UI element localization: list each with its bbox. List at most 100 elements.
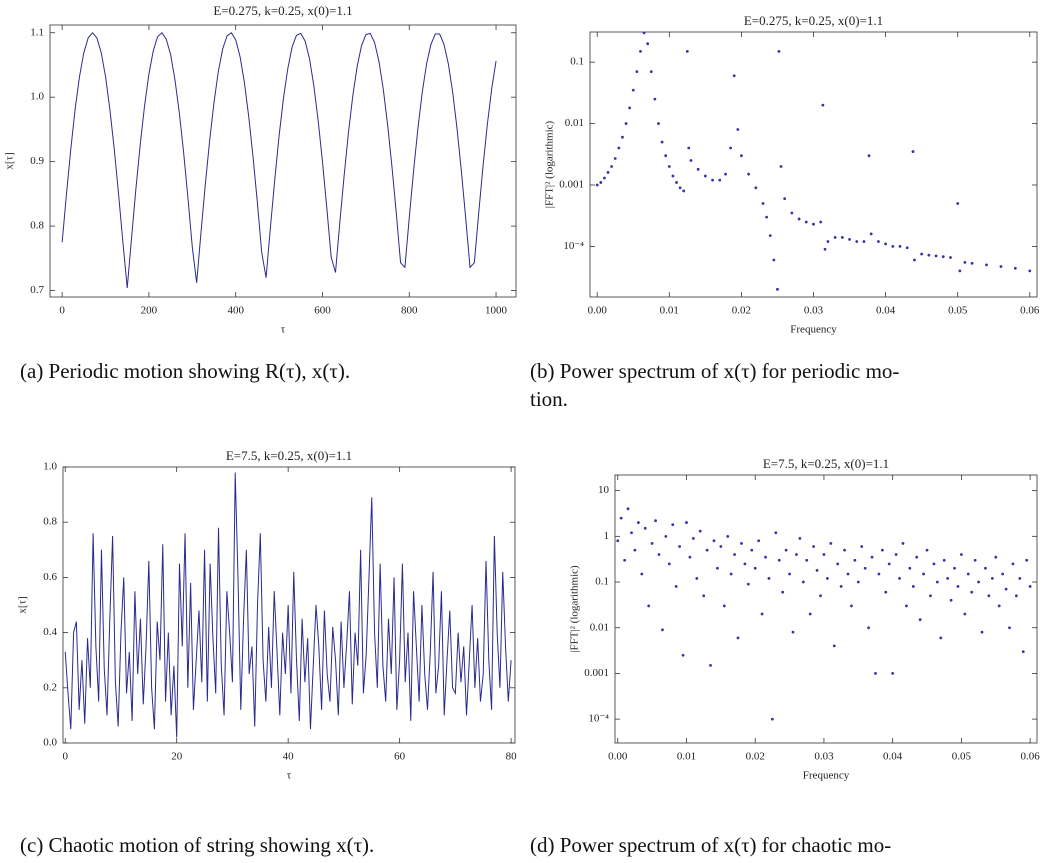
data-point — [746, 582, 750, 586]
chart-panel: E=7.5, k=0.25, x(0)=1.1 0 20 40 60 80 0.0 0.2 0.… — [17, 448, 518, 782]
data-point — [994, 555, 998, 559]
data-point — [1028, 585, 1032, 588]
data-point — [636, 521, 640, 524]
y-tick-label: 0.7 — [30, 284, 44, 296]
data-point — [719, 545, 723, 548]
data-point — [616, 539, 620, 543]
data-point — [779, 165, 783, 168]
x-tick-label: 0.05 — [948, 305, 968, 317]
data-point — [781, 590, 785, 594]
x-axis-label: Frequency — [803, 770, 850, 782]
data-point — [966, 572, 970, 576]
data-point — [696, 167, 700, 171]
y-tick-label: 1.1 — [30, 26, 44, 38]
data-point — [920, 252, 924, 256]
data-point — [840, 236, 844, 239]
data-point — [667, 562, 671, 566]
y-tick-label: 0.8 — [43, 516, 57, 528]
data-point — [977, 580, 980, 584]
data-point — [1025, 558, 1029, 562]
data-point — [970, 590, 974, 594]
data-point — [963, 260, 967, 264]
data-point — [791, 630, 795, 634]
x-tick-label: 0.03 — [804, 305, 824, 317]
data-point — [754, 186, 758, 190]
data-point — [675, 181, 678, 184]
data-point — [698, 529, 702, 533]
x-tick-label: 0.00 — [588, 305, 608, 317]
data-point — [949, 256, 952, 259]
data-point — [860, 545, 864, 548]
data-point — [678, 545, 682, 548]
data-point — [685, 521, 688, 524]
data-point — [674, 585, 678, 588]
data-point — [911, 585, 915, 588]
plot-frame — [62, 466, 516, 744]
data-point — [929, 594, 932, 598]
x-tick-label: 40 — [283, 751, 295, 763]
x-tick-label: 1000 — [485, 305, 508, 317]
data-point — [812, 545, 816, 548]
data-point — [747, 172, 751, 176]
data-point — [984, 566, 987, 570]
data-point — [718, 178, 722, 182]
data-point — [664, 154, 668, 158]
data-point — [934, 254, 938, 258]
data-point — [631, 88, 635, 92]
data-point — [650, 542, 654, 545]
y-tick-label: 10⁻⁴ — [588, 713, 609, 725]
data-point — [688, 555, 692, 559]
data-point — [808, 612, 812, 616]
data-point — [856, 580, 860, 584]
data-point — [927, 253, 931, 257]
data-point — [908, 566, 912, 570]
chart-panel: E=0.275, k=0.25, x(0)=1.1 0 200 400 600 800 10… — [4, 3, 517, 336]
chart-title: E=7.5, k=0.25, x(0)=1.1 — [226, 448, 352, 463]
data-point — [635, 70, 639, 74]
data-point — [732, 74, 736, 78]
data-point — [918, 618, 922, 622]
x-tick-label: 0.06 — [1021, 751, 1041, 763]
data-point — [633, 548, 637, 552]
data-line — [61, 31, 497, 289]
data-point — [874, 672, 877, 675]
data-point — [877, 572, 881, 576]
data-point — [1008, 626, 1011, 630]
data-point — [884, 590, 888, 594]
data-point — [767, 577, 771, 580]
data-point — [870, 555, 874, 559]
data-point — [798, 537, 802, 540]
data-point — [867, 626, 871, 630]
data-point — [736, 128, 740, 131]
data-point — [729, 572, 733, 576]
x-axis-label: τ — [287, 770, 292, 782]
x-tick-label: 80 — [506, 751, 518, 763]
data-point — [819, 220, 823, 224]
data-point — [973, 558, 977, 562]
y-tick-label: 0.6 — [43, 571, 57, 583]
data-point — [898, 245, 902, 248]
data-point — [695, 577, 699, 580]
y-tick-label: 0.9 — [30, 155, 44, 167]
chart-panel: E=0.275, k=0.25, x(0)=1.1 0.00 0.01 0.02 0.0… — [544, 13, 1040, 336]
data-point — [649, 70, 653, 74]
data-point — [703, 174, 707, 178]
data-point — [901, 542, 905, 545]
figure-caption: (b) Power spectrum of x(τ) for periodic … — [530, 359, 899, 383]
data-point — [617, 146, 621, 150]
data-point — [702, 594, 706, 598]
data-point — [949, 598, 953, 602]
data-point — [932, 562, 936, 566]
y-axis-label: x[τ] — [17, 596, 29, 613]
x-tick-label: 0.00 — [608, 751, 628, 763]
figure-caption: tion. — [530, 387, 568, 411]
data-point — [671, 523, 675, 527]
data-point — [711, 178, 714, 182]
data-line — [64, 472, 512, 738]
data-point — [626, 507, 630, 511]
data-point — [709, 663, 712, 667]
x-axis-label: τ — [281, 324, 286, 336]
data-point — [639, 49, 642, 53]
data-point — [765, 215, 769, 219]
data-point — [935, 580, 939, 584]
